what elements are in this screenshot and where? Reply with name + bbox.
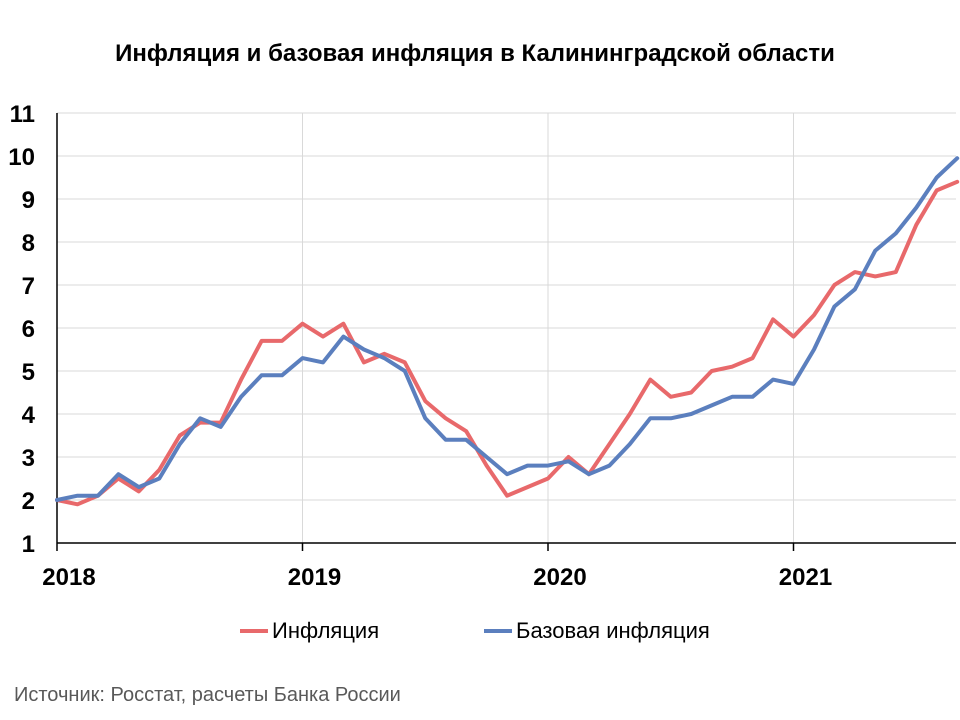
- x-tick-label: 2021: [779, 564, 832, 591]
- x-tick-labels: 2018 2019 2020 2021: [42, 564, 832, 591]
- legend: Инфляция Базовая инфляция: [0, 616, 960, 646]
- y-tick-label: 4: [22, 402, 36, 429]
- series-line-inflation: [55, 179, 960, 507]
- series-line-core-inflation: [55, 156, 960, 502]
- y-tick-labels: 1 2 3 4 5 6 7 8 9 10 11: [8, 101, 35, 558]
- legend-item-core-inflation: Базовая инфляция: [484, 616, 710, 646]
- legend-label-inflation: Инфляция: [272, 618, 380, 643]
- axes: [56, 113, 956, 551]
- legend-swatch-core-inflation: [484, 629, 512, 633]
- y-tick-label: 8: [22, 230, 35, 257]
- source-note: Источник: Росстат, расчеты Банка России: [14, 684, 401, 706]
- chart-title: Инфляция и базовая инфляция в Калинингра…: [115, 40, 835, 67]
- y-tick-label: 3: [22, 445, 35, 472]
- legend-swatch-inflation: [240, 629, 268, 633]
- y-tick-label: 10: [8, 144, 35, 171]
- y-tick-label: 11: [10, 101, 35, 128]
- x-tick-label: 2019: [288, 564, 341, 591]
- legend-item-inflation: Инфляция: [240, 616, 379, 646]
- y-tick-label: 2: [22, 488, 35, 515]
- y-tick-label: 7: [22, 273, 35, 300]
- x-tick-label: 2018: [42, 564, 95, 591]
- legend-label-core-inflation: Базовая инфляция: [516, 618, 710, 643]
- y-tick-label: 1: [22, 531, 35, 558]
- y-tick-label: 5: [22, 359, 35, 386]
- y-tick-label: 6: [22, 316, 35, 343]
- x-tick-label: 2020: [533, 564, 586, 591]
- gridlines: [57, 112, 956, 543]
- series-lines: [55, 156, 960, 507]
- y-tick-label: 9: [22, 187, 35, 214]
